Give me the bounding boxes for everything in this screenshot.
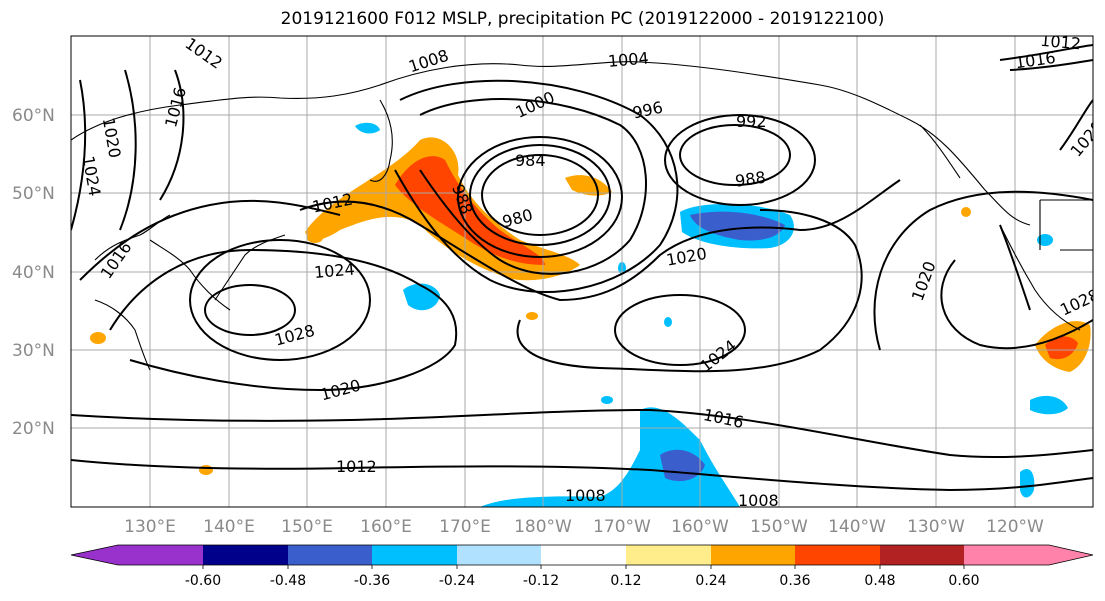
lon-label: 160°W [671,517,729,537]
lon-label: 140°E [203,517,255,537]
lat-label: 60°N [12,106,55,126]
colorbar-tick-label: 0.60 [948,573,979,589]
graticule [71,36,1093,507]
lon-label: 150°W [750,517,808,537]
lon-label: 130°E [124,517,176,537]
lon-label: 170°E [439,517,491,537]
colorbar-tick-label: -0.48 [270,573,306,589]
colorbar-tick-label: -0.36 [354,573,390,589]
isobars [71,44,1093,492]
isobar-label: 1012 [1039,31,1081,53]
lon-label: 140°W [828,517,886,537]
colorbar-tick-label: 0.24 [695,573,726,589]
isobar-label: 1008 [565,486,606,505]
isobar-label: 984 [515,151,546,170]
colorbar-swatch [626,545,711,565]
latitude-labels: 60°N 50°N 40°N 30°N 20°N [12,106,55,439]
colorbar-swatch [795,545,880,565]
colorbar-swatch [118,545,203,565]
lat-label: 30°N [12,341,55,361]
isobar-label: 1008 [738,491,779,510]
colorbar-swatch [541,545,626,565]
colorbar-tick-label: -0.60 [185,573,221,589]
lat-label: 20°N [12,419,55,439]
longitude-labels: 130°E 140°E 150°E 160°E 170°E 180°W 170°… [124,517,1044,537]
colorbar: -0.60 -0.48 -0.36 -0.24 -0.12 0.12 0.24 … [70,544,1094,589]
lon-label: 150°E [281,517,333,537]
colorbar-tick-label: -0.24 [439,573,475,589]
lon-label: 160°E [360,517,412,537]
colorbar-tick-label: 0.12 [610,573,641,589]
lon-label: 170°W [593,517,651,537]
colorbar-tick-label: 0.36 [779,573,810,589]
lon-label: 180°W [514,517,572,537]
isobar-label: 1012 [336,457,377,476]
map-frame [70,35,1094,508]
isobar-label: 992 [736,112,767,131]
colorbar-swatch [1049,545,1093,565]
colorbar-swatch [711,545,795,565]
map-title: 2019121600 F012 MSLP, precipitation PC (… [280,9,885,29]
colorbar-swatch [203,545,288,565]
colorbar-tick-label: -0.12 [523,573,559,589]
isobar-label: 988 [734,168,767,191]
colorbar-swatch [880,545,964,565]
isobar-label: 1024 [313,259,355,281]
colorbar-swatch [457,545,541,565]
colorbar-swatch [964,545,1049,565]
lat-label: 40°N [12,263,55,283]
colorbar-swatch [288,545,372,565]
lon-label: 130°W [907,517,965,537]
isobar-label: 1004 [607,48,649,70]
lat-label: 50°N [12,184,55,204]
precip-positive-area [90,137,1091,475]
colorbar-swatch [71,545,118,565]
colorbar-swatch [372,545,457,565]
colorbar-tick-label: 0.48 [864,573,895,589]
precip-negative-area [355,122,1068,507]
lon-label: 120°W [986,517,1044,537]
